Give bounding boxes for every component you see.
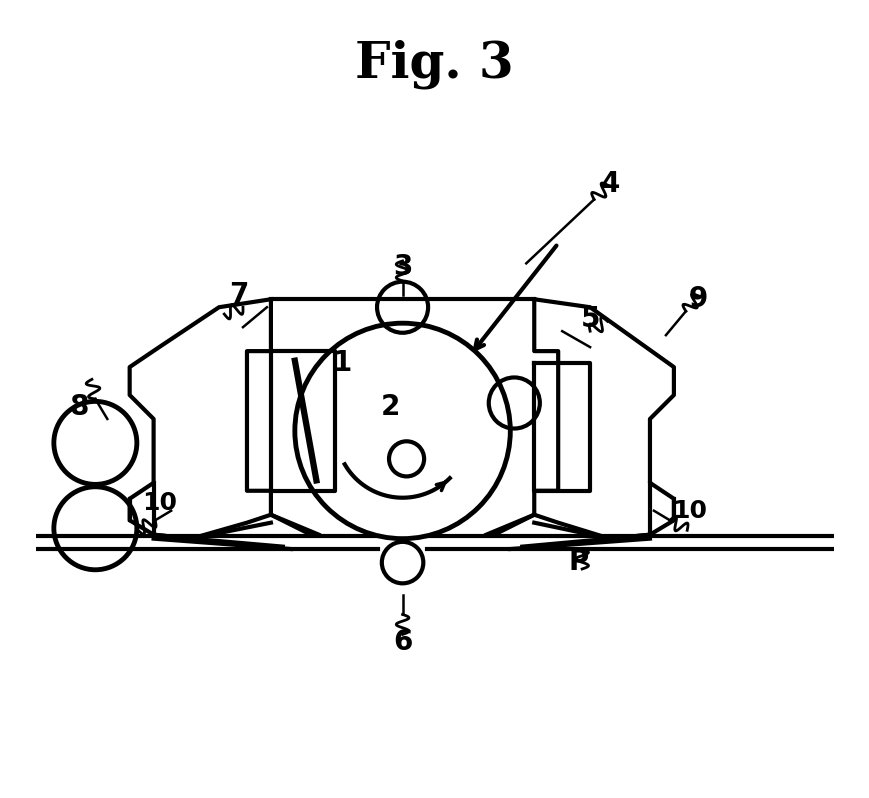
Text: 10: 10 — [142, 491, 176, 515]
Text: 4: 4 — [600, 169, 620, 198]
Text: 7: 7 — [229, 281, 249, 310]
Text: P: P — [568, 547, 588, 576]
Text: 5: 5 — [580, 305, 600, 334]
Text: 8: 8 — [70, 393, 90, 421]
Text: Fig. 3: Fig. 3 — [355, 40, 514, 89]
Text: 1: 1 — [333, 349, 352, 377]
Text: 3: 3 — [393, 253, 412, 282]
Text: 10: 10 — [673, 499, 707, 523]
Text: 6: 6 — [393, 628, 412, 657]
Text: 2: 2 — [381, 393, 401, 421]
Text: 9: 9 — [688, 285, 707, 314]
